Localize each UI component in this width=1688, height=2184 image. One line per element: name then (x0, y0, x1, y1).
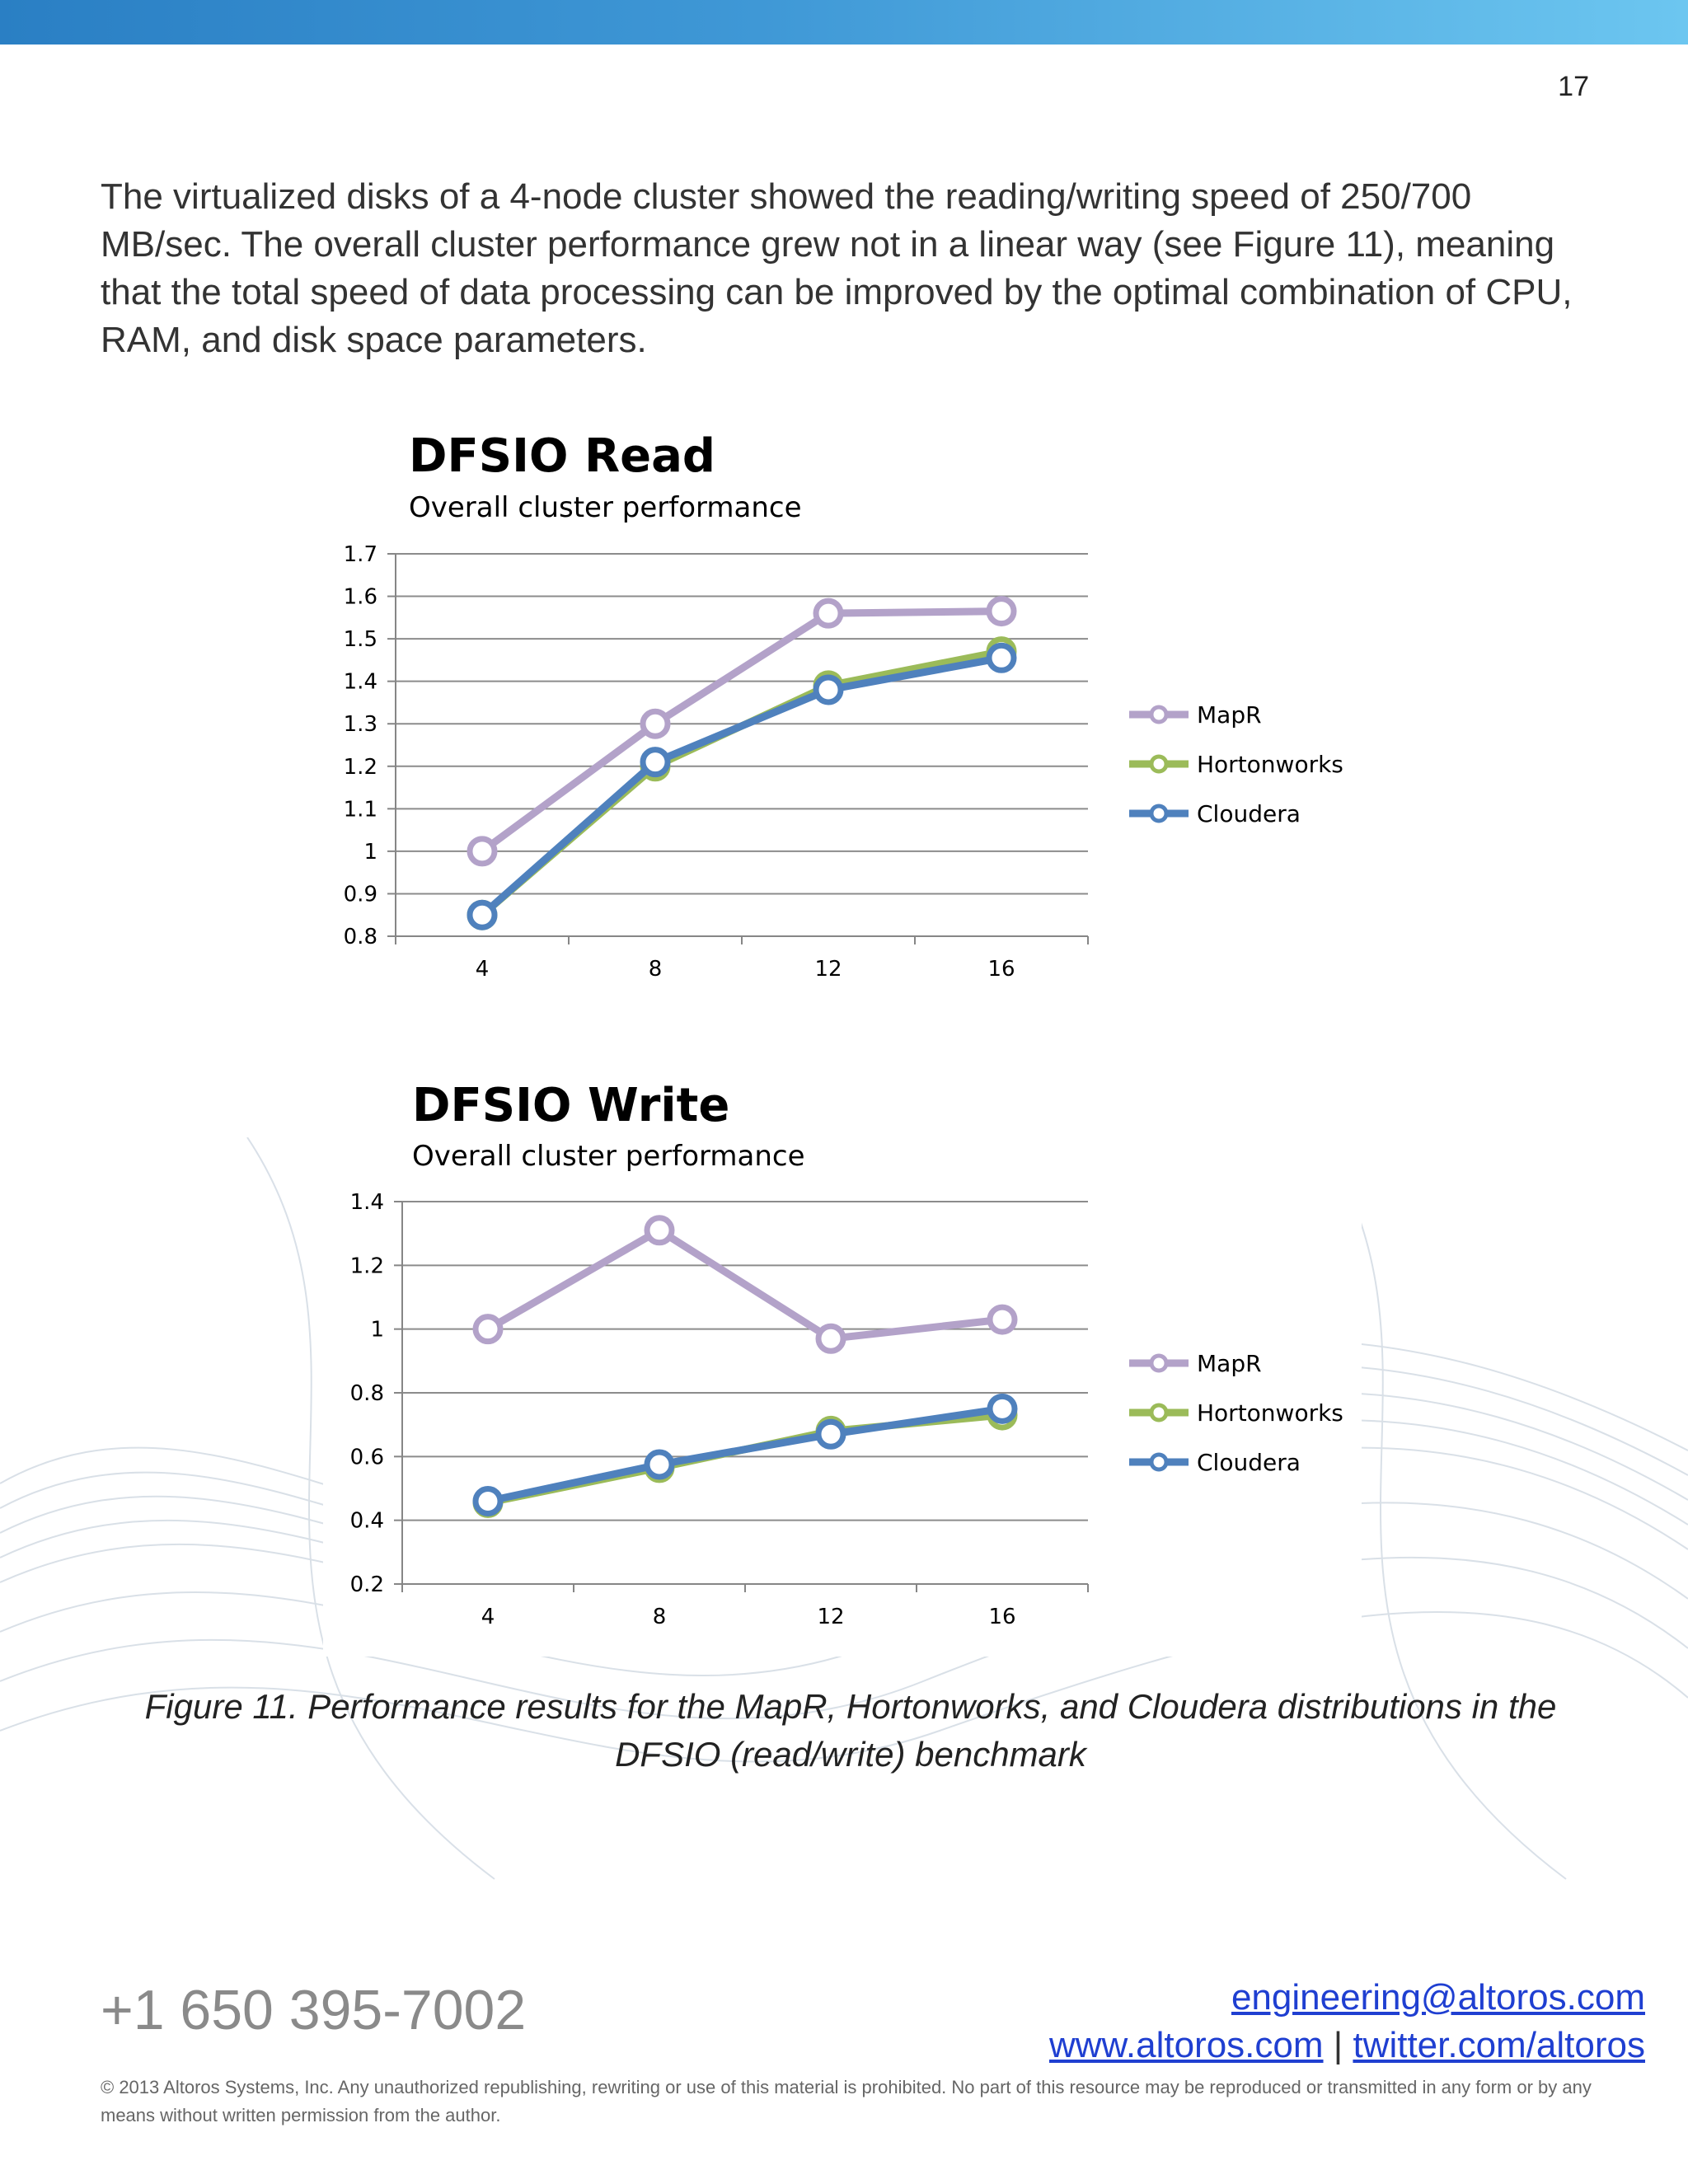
y-tick-label: 0.6 (350, 1445, 384, 1469)
email-link[interactable]: engineering@altoros.com (1231, 1977, 1645, 2018)
legend-marker (1149, 1353, 1169, 1373)
twitter-link[interactable]: twitter.com/altoros (1353, 2025, 1645, 2065)
x-tick-label: 4 (476, 957, 490, 982)
legend-marker (1149, 1452, 1169, 1472)
data-point-cloudera (986, 642, 1017, 673)
dfsio-read-svg: DFSIO Read Overall cluster performance 0.8… (344, 429, 1343, 982)
x-tick-label: 16 (987, 957, 1015, 982)
legend-label: MapR (1197, 1350, 1262, 1377)
data-point-mapr (815, 1323, 846, 1354)
y-tick-label: 1.3 (344, 712, 377, 737)
data-point-cloudera (987, 1393, 1018, 1424)
x-tick-label: 16 (988, 1605, 1015, 1629)
y-tick-label: 0.8 (350, 1381, 384, 1406)
data-point-cloudera (467, 899, 498, 930)
footer-phone: +1 650 395-7002 (101, 1979, 527, 2041)
data-point-mapr (467, 836, 498, 867)
data-point-mapr (986, 596, 1017, 627)
figure-caption: Figure 11. Performance results for the M… (144, 1687, 1557, 1774)
y-tick-label: 0.2 (350, 1572, 384, 1597)
data-point-mapr (813, 598, 844, 629)
y-tick-label: 1.1 (344, 797, 377, 822)
top-banner (0, 0, 1688, 45)
y-tick-label: 1.6 (344, 585, 377, 610)
y-tick-label: 1.4 (350, 1190, 384, 1215)
y-tick-label: 1.2 (344, 755, 377, 780)
y-tick-label: 1 (363, 840, 377, 865)
y-tick-label: 1 (370, 1318, 384, 1343)
data-point-cloudera (644, 1449, 675, 1480)
data-point-cloudera (640, 747, 671, 778)
data-point-mapr (644, 1215, 675, 1246)
website-link[interactable]: www.altoros.com (1048, 2025, 1324, 2065)
series-line-hortonworks (480, 648, 1002, 918)
legend-label: Hortonworks (1197, 751, 1343, 778)
legend-marker (1149, 1403, 1169, 1422)
series-line-cloudera (487, 1404, 1003, 1505)
footer-copyright: © 2013 Altoros Systems, Inc. Any unautho… (101, 2077, 1592, 2125)
y-tick-label: 1.4 (344, 670, 377, 695)
dfsio-write-chart: DFSIO Write Overall cluster performance 0.… (323, 1063, 1362, 1657)
data-point-cloudera (813, 674, 844, 705)
x-tick-label: 12 (814, 957, 842, 982)
chart-title: DFSIO Write (412, 1079, 729, 1132)
y-tick-label: 0.8 (344, 925, 377, 949)
chart-subtitle: Overall cluster performance (412, 1140, 805, 1173)
legend-label: MapR (1197, 701, 1262, 729)
link-separator: | (1333, 2025, 1343, 2065)
y-tick-label: 1.7 (344, 542, 377, 567)
legend-label: Hortonworks (1197, 1399, 1343, 1427)
y-tick-label: 0.9 (344, 882, 377, 907)
data-point-mapr (987, 1304, 1018, 1335)
x-tick-label: 8 (649, 957, 663, 982)
data-point-mapr (472, 1314, 504, 1345)
legend-marker (1149, 705, 1169, 724)
legend-marker (1149, 754, 1169, 774)
legend-marker (1149, 804, 1169, 823)
dfsio-read-chart: DFSIO Read Overall cluster performance 0.8… (323, 412, 1362, 1022)
series-line-mapr (480, 607, 1002, 855)
series-line-cloudera (480, 654, 1002, 918)
data-point-mapr (640, 708, 671, 739)
data-point-cloudera (472, 1485, 504, 1516)
body-paragraph: The virtualized disks of a 4-node cluste… (101, 176, 1573, 360)
series-line-hortonworks (487, 1411, 1003, 1507)
footer-links: engineering@altoros.com www.altoros.com … (1049, 1974, 1645, 2069)
y-tick-label: 0.4 (350, 1509, 384, 1534)
legend-label: Cloudera (1197, 1449, 1301, 1476)
x-tick-label: 4 (481, 1605, 495, 1629)
data-point-cloudera (815, 1418, 846, 1450)
chart-title: DFSIO Read (409, 429, 715, 483)
y-tick-label: 1.5 (344, 627, 377, 652)
page-number: 17 (1558, 71, 1589, 102)
x-tick-label: 8 (653, 1605, 667, 1629)
chart-subtitle: Overall cluster performance (409, 491, 802, 524)
y-tick-label: 1.2 (350, 1254, 384, 1278)
legend-label: Cloudera (1197, 800, 1301, 827)
series-line-mapr (485, 1226, 1003, 1343)
x-tick-label: 12 (817, 1605, 844, 1629)
dfsio-write-svg: DFSIO Write Overall cluster performance 0.… (350, 1079, 1343, 1629)
